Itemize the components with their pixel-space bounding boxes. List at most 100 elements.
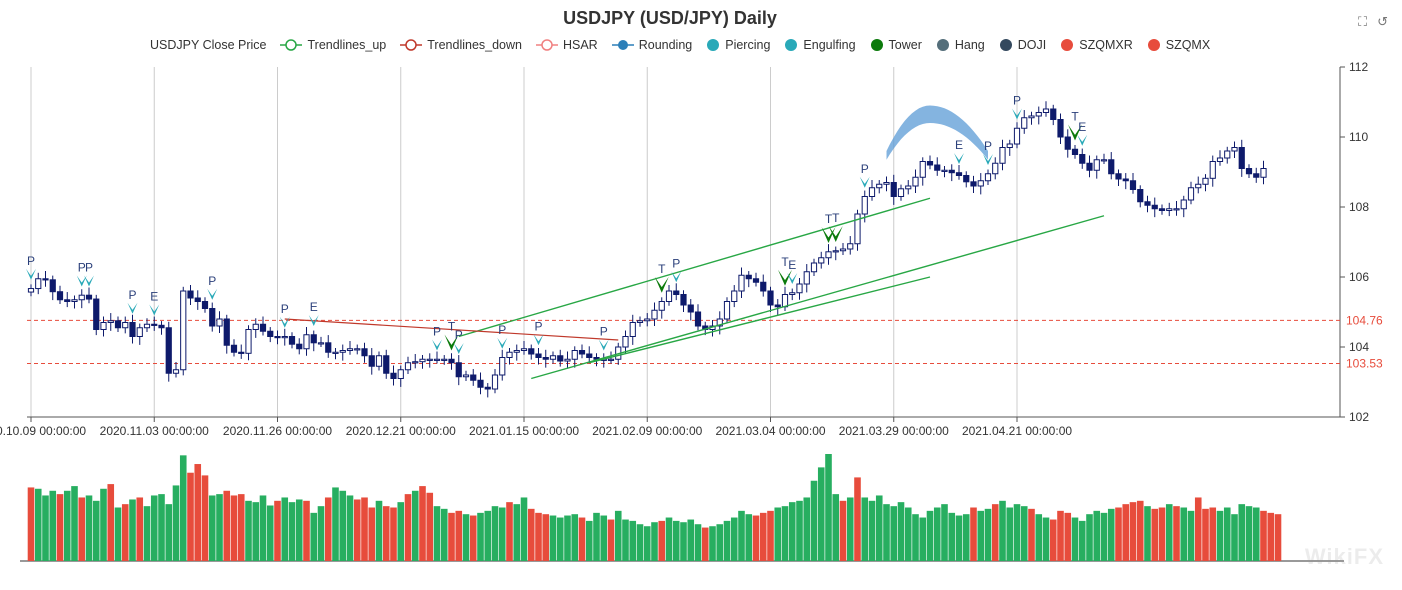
- candle-body: [651, 309, 658, 320]
- candle: [970, 175, 977, 193]
- restore-icon[interactable]: ↺: [1377, 14, 1388, 29]
- legend-marker-icon: [280, 39, 303, 51]
- candle-body: [810, 262, 818, 273]
- legend-item[interactable]: HSAR: [535, 38, 598, 52]
- legend-item[interactable]: SZQMXR: [1060, 38, 1133, 52]
- candle-body: [259, 323, 267, 332]
- candle-body: [136, 327, 143, 337]
- candle-body: [165, 327, 172, 374]
- y-tick-label: 110: [1349, 130, 1368, 144]
- candle: [49, 275, 56, 301]
- candle-body: [1209, 161, 1216, 179]
- candle: [774, 299, 781, 316]
- candle-body: [455, 362, 462, 378]
- legend-item[interactable]: Tower: [870, 38, 922, 52]
- candle-body: [397, 369, 404, 379]
- volume-bar: [694, 524, 702, 561]
- candle: [1035, 106, 1042, 125]
- candle-body: [245, 329, 252, 354]
- candle: [955, 165, 963, 180]
- legend-item[interactable]: Hang: [936, 38, 985, 52]
- candle: [796, 278, 803, 300]
- candle-body: [1195, 183, 1202, 189]
- volume-bar: [991, 504, 999, 561]
- volume-bar: [578, 517, 586, 561]
- volume-bar: [433, 506, 441, 561]
- candle: [223, 314, 230, 354]
- volume-bar: [397, 502, 405, 561]
- legend-item[interactable]: Trendlines_up: [280, 38, 386, 52]
- candle-body: [1260, 168, 1267, 178]
- volume-bar: [1216, 510, 1224, 561]
- volume-bar: [854, 477, 861, 561]
- volume-bar: [1252, 507, 1260, 561]
- legend-item[interactable]: Trendlines_down: [400, 38, 522, 52]
- candle-body: [209, 308, 216, 327]
- candle: [839, 243, 847, 255]
- volume-bar: [469, 515, 477, 561]
- legend-item[interactable]: SZQMX: [1147, 38, 1210, 52]
- volume-bar: [92, 500, 100, 561]
- volume-bar: [796, 500, 803, 561]
- legend-marker-icon: [936, 39, 949, 51]
- candle-body: [107, 320, 114, 323]
- candle: [1071, 145, 1079, 159]
- marker-label: P: [1013, 94, 1021, 108]
- marker-label: P: [455, 328, 463, 342]
- legend-item[interactable]: DOJI: [999, 38, 1046, 52]
- volume-bar: [622, 519, 629, 561]
- marker-label: T: [832, 211, 840, 225]
- volume-bar: [245, 500, 252, 561]
- marker-arrow-icon: [432, 339, 442, 351]
- volume-bar: [448, 512, 455, 561]
- candle: [723, 297, 731, 324]
- marker-arrow-icon: [207, 288, 218, 300]
- candle: [738, 267, 745, 298]
- pattern-marker: P: [859, 162, 870, 188]
- candle: [1187, 181, 1195, 205]
- candle: [267, 327, 274, 343]
- candle: [1151, 197, 1158, 218]
- candle-body: [999, 147, 1006, 164]
- candle: [854, 209, 861, 251]
- x-tick-label: 2020.12.21 00:00:00: [346, 424, 456, 438]
- marker-label: P: [672, 256, 680, 270]
- volume-bar: [100, 488, 107, 561]
- candle: [760, 274, 767, 297]
- candle-body: [506, 351, 513, 358]
- watermark: WikiFX: [1304, 544, 1384, 569]
- legend-item[interactable]: Engulfing: [784, 38, 856, 52]
- candle-body: [151, 323, 158, 326]
- candle: [209, 302, 216, 332]
- candle: [441, 355, 448, 365]
- volume-bar: [1013, 504, 1021, 561]
- zoom-icon[interactable]: ⛶: [1357, 14, 1368, 29]
- volume-bar: [1028, 508, 1035, 561]
- pattern-marker: P: [26, 254, 36, 280]
- candle-body: [1093, 159, 1100, 171]
- volume-bar: [419, 486, 426, 561]
- candle-body: [731, 290, 738, 302]
- candle-body: [462, 374, 470, 378]
- volume-bar: [948, 512, 956, 561]
- candle-body: [158, 324, 165, 329]
- legend-marker-icon: [870, 39, 883, 51]
- volume-bar: [1078, 520, 1086, 561]
- candle-body: [252, 323, 259, 330]
- candle: [252, 318, 259, 338]
- candle-body: [1173, 208, 1180, 211]
- volume-bar: [680, 522, 687, 561]
- legend-item[interactable]: Piercing: [706, 38, 770, 52]
- volume-bar: [897, 502, 905, 561]
- x-tick-label: 2020.10.09 00:00:00: [0, 424, 86, 438]
- candle: [731, 285, 738, 308]
- candle: [245, 325, 252, 361]
- candle: [571, 346, 578, 368]
- legend-item[interactable]: USDJPY Close Price: [150, 38, 266, 52]
- volume-bar: [607, 519, 615, 561]
- legend-item[interactable]: Rounding: [611, 38, 692, 52]
- volume-bar: [411, 490, 419, 561]
- candle: [1006, 139, 1013, 156]
- volume-bar: [810, 480, 818, 561]
